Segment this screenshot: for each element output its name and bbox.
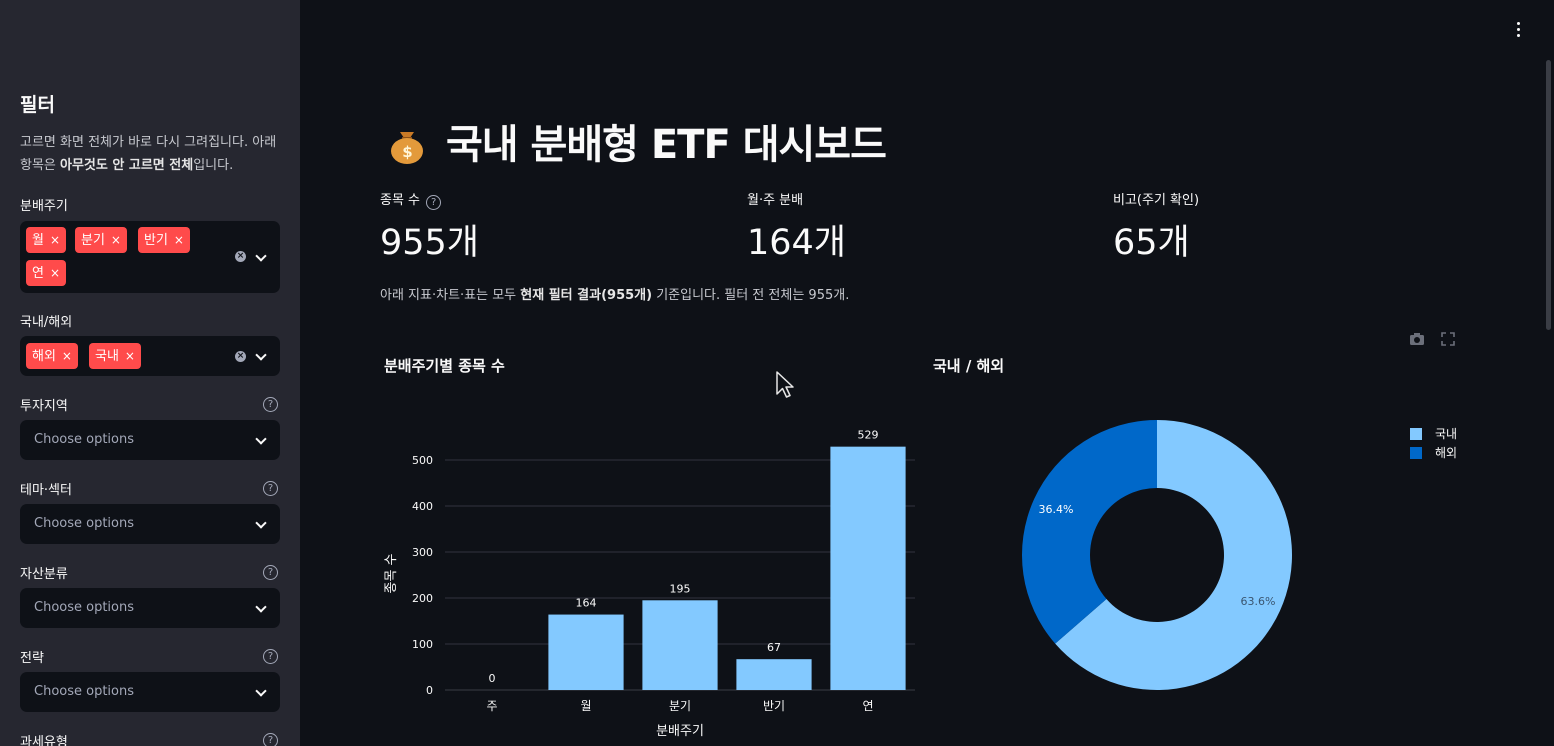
- close-icon[interactable]: ×: [173, 233, 184, 247]
- y-axis-title: 종목 수: [384, 553, 399, 593]
- tag-month[interactable]: 월 ×: [26, 227, 67, 253]
- chevron-down-icon[interactable]: [255, 685, 267, 697]
- close-icon[interactable]: ×: [110, 233, 121, 247]
- invest-region-select[interactable]: Choose options: [20, 420, 280, 460]
- filter-label-invest-region: 투자지역: [20, 399, 68, 414]
- filter-label-tax: 과세유형: [20, 735, 68, 746]
- tag-year[interactable]: 연 ×: [26, 260, 67, 286]
- filter-label-theme: 테마·섹터: [20, 483, 72, 498]
- x-tick-label: 반기: [763, 699, 785, 713]
- donut-slice: [1055, 420, 1292, 690]
- bar-chart-title: 분배주기별 종목 수: [384, 357, 505, 375]
- filter-note: 아래 지표·차트·표는 모두 현재 필터 결과(955개) 기준입니다. 필터 …: [380, 288, 850, 303]
- y-tick-label: 500: [412, 454, 433, 467]
- data-label: 67: [767, 641, 781, 654]
- y-tick-label: 400: [412, 500, 433, 513]
- bar: [642, 600, 718, 690]
- help-icon[interactable]: ?: [263, 733, 278, 746]
- camera-icon[interactable]: [1409, 332, 1425, 346]
- sidebar: 필터 고르면 화면 전체가 바로 다시 그려집니다. 아래 항목은 아무것도 안…: [0, 0, 300, 746]
- x-axis-title: 분배주기: [656, 724, 704, 739]
- bar: [736, 659, 812, 690]
- help-icon[interactable]: ?: [263, 565, 278, 580]
- select-placeholder: Choose options: [34, 432, 135, 447]
- data-label: 164: [576, 597, 597, 610]
- cycle-multiselect[interactable]: 월 × 분기 × 반기 × 연 × ×: [20, 221, 280, 293]
- metric-label: 비고(주기 확인): [1113, 193, 1200, 208]
- close-icon[interactable]: ×: [49, 233, 61, 247]
- clear-icon[interactable]: ×: [235, 251, 246, 262]
- filter-label-cycle: 분배주기: [20, 199, 68, 214]
- chevron-down-icon[interactable]: [255, 517, 267, 529]
- close-icon[interactable]: ×: [61, 349, 72, 363]
- bar: [548, 614, 624, 690]
- x-tick-label: 분기: [669, 699, 691, 713]
- metric-value: 65개: [1113, 223, 1190, 263]
- metric-value: 164개: [747, 223, 847, 263]
- x-tick-label: 월: [580, 699, 591, 713]
- chevron-down-icon[interactable]: [255, 601, 267, 613]
- fullscreen-icon[interactable]: [1441, 332, 1455, 346]
- data-label: 195: [670, 582, 691, 595]
- slice-label: 63.6%: [1241, 595, 1276, 608]
- more-menu-icon[interactable]: [1517, 22, 1521, 40]
- sidebar-title: 필터: [20, 94, 55, 116]
- data-label: 0: [489, 672, 496, 685]
- help-icon[interactable]: ?: [426, 195, 442, 210]
- select-placeholder: Choose options: [34, 516, 135, 531]
- donut-slice: [1022, 420, 1157, 644]
- tag-half[interactable]: 반기 ×: [138, 227, 190, 253]
- tag-overseas[interactable]: 해외 ×: [26, 343, 78, 369]
- scrollbar[interactable]: [1546, 60, 1551, 330]
- help-icon[interactable]: ?: [263, 649, 278, 664]
- legend-swatch: [1410, 447, 1422, 459]
- strategy-select[interactable]: Choose options: [20, 672, 280, 712]
- filter-label-asset: 자산분류: [20, 567, 68, 582]
- filter-label-region-type: 국내/해외: [20, 315, 73, 330]
- metric-value: 955개: [380, 223, 480, 263]
- main-content: $ 국내 분배형 ETF 대시보드 종목 수 ? 955개 월·주 분배 164…: [300, 0, 1554, 746]
- select-placeholder: Choose options: [34, 600, 135, 615]
- x-tick-label: 연: [862, 699, 873, 713]
- metric-label: 종목 수 ?: [380, 189, 442, 210]
- y-tick-label: 300: [412, 546, 433, 559]
- tag-domestic[interactable]: 국내 ×: [89, 343, 141, 369]
- chevron-down-icon[interactable]: [255, 433, 267, 445]
- close-icon[interactable]: ×: [124, 349, 135, 363]
- metric-label: 월·주 분배: [747, 193, 804, 208]
- slice-label: 36.4%: [1039, 503, 1074, 516]
- y-tick-label: 100: [412, 638, 433, 651]
- chevron-down-icon[interactable]: [255, 250, 267, 262]
- help-icon[interactable]: ?: [263, 481, 278, 496]
- x-tick-label: 주: [486, 699, 497, 713]
- theme-sector-select[interactable]: Choose options: [20, 504, 280, 544]
- filter-label-strategy: 전략: [20, 651, 44, 666]
- legend-label: 해외: [1435, 446, 1457, 460]
- sidebar-description: 고르면 화면 전체가 바로 다시 그려집니다. 아래 항목은 아무것도 안 고르…: [20, 135, 277, 173]
- y-tick-label: 200: [412, 592, 433, 605]
- data-label: 529: [858, 429, 879, 442]
- clear-icon[interactable]: ×: [235, 351, 246, 362]
- asset-class-select[interactable]: Choose options: [20, 588, 280, 628]
- money-bag-icon: $: [391, 132, 423, 164]
- close-icon[interactable]: ×: [49, 266, 61, 280]
- page-title: $ 국내 분배형 ETF 대시보드: [388, 112, 887, 170]
- domestic-overseas-multiselect[interactable]: 해외 × 국내 × ×: [20, 336, 280, 376]
- select-placeholder: Choose options: [34, 684, 135, 699]
- legend-label: 국내: [1435, 427, 1457, 441]
- bar: [830, 446, 906, 690]
- tag-quarter[interactable]: 분기 ×: [75, 227, 127, 253]
- chevron-down-icon[interactable]: [255, 349, 267, 361]
- legend-swatch: [1410, 428, 1422, 440]
- y-tick-label: 0: [426, 684, 433, 697]
- donut-chart-title: 국내 / 해외: [933, 357, 1005, 375]
- svg-text:$: $: [402, 143, 412, 161]
- help-icon[interactable]: ?: [263, 397, 278, 412]
- mouse-cursor-icon: [776, 371, 794, 398]
